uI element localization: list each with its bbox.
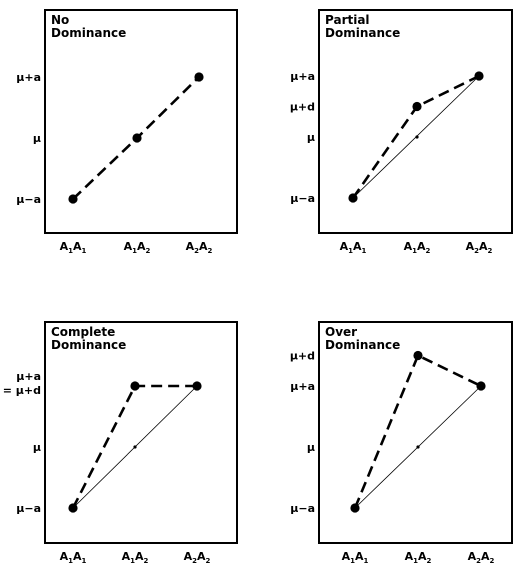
partial-dominance-genotype-point: [474, 71, 484, 81]
over-dominance-frame: [318, 321, 513, 544]
over-dominance-y-tick-label: μ−a: [290, 502, 315, 515]
no-dominance-y-tick-label: μ+a: [16, 71, 41, 84]
complete-dominance-frame: [44, 321, 238, 544]
complete-dominance-y-tick-label: μ: [33, 441, 41, 454]
partial-dominance-x-tick-label: A1A1: [340, 240, 367, 255]
partial-dominance-y-tick-label: μ: [307, 131, 315, 144]
no-dominance-genotype-point: [68, 194, 78, 204]
over-dominance-genotype-point: [350, 503, 360, 513]
over-dominance-genotype-point: [476, 381, 486, 391]
no-dominance-x-tick-label: A2A2: [186, 240, 213, 255]
no-dominance-y-tick-label: μ−a: [16, 193, 41, 206]
over-dominance-y-tick-label: μ+d: [290, 350, 315, 363]
no-dominance-frame: [44, 9, 238, 234]
partial-dominance-genotype-point: [412, 101, 422, 112]
complete-dominance-title-line: Complete: [51, 325, 115, 339]
complete-dominance-x-tick-label: A2A2: [184, 550, 211, 565]
over-dominance-title-line: Over: [325, 325, 357, 339]
complete-dominance-y-tick-label: = μ+d: [3, 384, 41, 397]
no-dominance-x-tick-label: A1A2: [124, 240, 151, 255]
partial-dominance-x-tick-label: A1A2: [404, 240, 431, 255]
partial-dominance-title-line: Dominance: [325, 26, 400, 40]
partial-dominance-genotype-point: [348, 193, 358, 203]
complete-dominance-x-tick-label: A1A2: [122, 550, 149, 565]
complete-dominance-x-tick-label: A1A1: [60, 550, 87, 565]
over-dominance-genotype-line: [353, 353, 482, 509]
complete-dominance-genotype-point: [68, 503, 78, 513]
partial-dominance-x-tick-label: A2A2: [466, 240, 493, 255]
over-dominance-x-tick-label: A1A1: [342, 550, 369, 565]
complete-dominance-title-line: Dominance: [51, 338, 126, 352]
no-dominance-genotype-point: [132, 133, 142, 143]
over-dominance-x-tick-label: A1A2: [405, 550, 432, 565]
no-dominance-x-tick-label: A1A1: [60, 240, 87, 255]
over-dominance-x-tick-label: A2A2: [468, 550, 495, 565]
complete-dominance-genotype-point: [192, 381, 202, 391]
complete-dominance-genotype-point: [130, 381, 140, 391]
partial-dominance-y-tick-label: μ+d: [290, 101, 315, 114]
no-dominance-genotype-point: [194, 72, 204, 82]
partial-dominance-y-tick-label: μ+a: [290, 70, 315, 83]
partial-dominance-y-tick-label: μ−a: [290, 192, 315, 205]
partial-dominance-title-line: Partial: [325, 13, 370, 27]
over-dominance-midpoint-mark: [416, 445, 420, 449]
partial-dominance-midpoint-mark: [415, 135, 419, 139]
complete-dominance-y-tick-label: μ+a: [16, 370, 41, 383]
no-dominance-title-line: No: [51, 13, 69, 27]
no-dominance-title-line: Dominance: [51, 26, 126, 40]
no-dominance-y-tick-label: μ: [33, 132, 41, 145]
partial-dominance-frame: [318, 9, 513, 234]
over-dominance-genotype-point: [413, 350, 423, 361]
over-dominance-title-line: Dominance: [325, 338, 400, 352]
over-dominance-y-tick-label: μ: [307, 441, 315, 454]
complete-dominance-midpoint-mark: [133, 445, 137, 449]
over-dominance-y-tick-label: μ+a: [290, 380, 315, 393]
complete-dominance-y-tick-label: μ−a: [16, 502, 41, 515]
